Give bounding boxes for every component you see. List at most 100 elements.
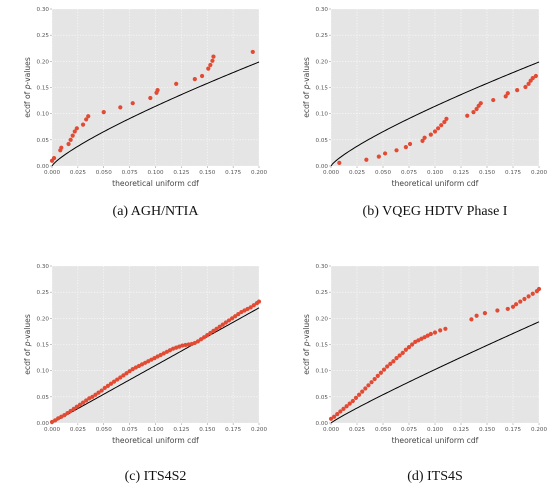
- data-point: [530, 75, 535, 81]
- data-point: [70, 133, 75, 138]
- data-point: [77, 402, 83, 407]
- data-point: [495, 308, 500, 313]
- reference-line-d: [330, 321, 540, 424]
- y-axis-label-part: -values: [302, 314, 311, 341]
- x-tick-label: 0.075: [401, 170, 417, 176]
- data-point: [68, 408, 73, 414]
- data-point: [139, 362, 145, 367]
- data-point: [146, 359, 151, 364]
- data-point: [353, 395, 359, 400]
- data-point: [223, 320, 228, 325]
- x-tick-label: 0.150: [479, 170, 495, 176]
- y-tick-label: 0.00: [37, 421, 50, 427]
- data-point: [206, 66, 211, 71]
- data-point: [93, 392, 98, 397]
- data-point: [406, 345, 412, 350]
- y-tick-label: 0.05: [316, 138, 329, 144]
- data-point: [381, 367, 387, 372]
- data-point: [444, 116, 449, 121]
- y-tick-label: 0.30: [37, 7, 50, 13]
- y-tick-label: 0.05: [37, 395, 50, 401]
- data-point: [152, 356, 157, 361]
- data-point: [199, 73, 205, 79]
- data-point: [474, 313, 479, 318]
- data-point: [214, 326, 219, 331]
- y-axis-label-part: p: [302, 84, 311, 90]
- data-point: [360, 389, 365, 394]
- data-point: [108, 381, 114, 386]
- data-point: [158, 352, 163, 358]
- data-point: [51, 156, 57, 161]
- data-point: [443, 326, 448, 331]
- data-point: [350, 398, 355, 404]
- data-point: [356, 392, 362, 397]
- data-point: [208, 330, 213, 336]
- x-tick-label: 0.050: [96, 170, 112, 176]
- x-tick-label: 0.150: [199, 427, 215, 433]
- data-point: [369, 380, 374, 385]
- data-point: [62, 413, 67, 418]
- data-point: [328, 416, 334, 421]
- data-point: [195, 339, 201, 344]
- data-point: [56, 416, 61, 421]
- data-point: [242, 308, 247, 313]
- data-point: [115, 377, 120, 382]
- x-tick-label: 0.100: [427, 427, 443, 433]
- chart-panel-c: 0.000 0.025 0.050 0.075 0.100 0.125 0.150 0.175…: [23, 264, 267, 484]
- data-point: [202, 335, 207, 340]
- data-point: [522, 296, 527, 302]
- x-tick-label: 0.175: [505, 170, 521, 176]
- chart-panel-b: 0.000 0.025 0.050 0.075 0.100 0.125 0.150 0.175…: [302, 7, 547, 219]
- caption-d: (d) ITS4S: [407, 469, 463, 484]
- data-point: [474, 106, 479, 112]
- x-tick-label: 0.025: [349, 170, 365, 176]
- y-axis-label: ecdf of p-values: [23, 314, 32, 375]
- data-point: [394, 148, 399, 153]
- data-point: [121, 373, 126, 378]
- data-point: [220, 322, 225, 327]
- data-point: [86, 114, 91, 119]
- reference-line-c: [51, 307, 260, 424]
- data-point: [180, 343, 185, 348]
- data-point: [74, 404, 79, 409]
- data-point: [436, 126, 441, 131]
- y-tick-label: 0.10: [316, 112, 329, 118]
- data-point: [101, 109, 106, 115]
- data-point: [514, 302, 519, 307]
- data-point: [251, 303, 256, 308]
- data-point: [148, 95, 153, 101]
- data-point: [136, 363, 142, 369]
- data-point: [192, 340, 197, 346]
- data-point: [59, 145, 64, 150]
- data-point: [229, 316, 235, 321]
- y-axis-label-part: p: [302, 341, 311, 347]
- x-tick-label: 0.125: [173, 427, 189, 433]
- data-point: [118, 375, 123, 380]
- x-tick-label: 0.200: [531, 427, 547, 433]
- data-point: [233, 314, 238, 319]
- y-tick-label: 0.05: [316, 395, 329, 401]
- data-point: [256, 299, 262, 304]
- x-tick-label: 0.100: [427, 170, 443, 176]
- data-point: [65, 410, 70, 416]
- data-point: [510, 304, 516, 309]
- data-point: [72, 129, 77, 134]
- data-point: [208, 62, 213, 68]
- data-point: [491, 97, 496, 103]
- y-tick-label: 0.00: [316, 421, 329, 427]
- y-tick-label: 0.25: [37, 33, 50, 39]
- data-point: [372, 376, 377, 382]
- y-tick-label: 0.15: [316, 86, 329, 92]
- data-point: [183, 342, 188, 348]
- reference-line-b: [330, 61, 540, 167]
- data-point: [391, 359, 396, 364]
- data-point: [438, 328, 443, 333]
- y-tick-label: 0.00: [37, 164, 50, 170]
- data-point: [198, 337, 204, 342]
- y-tick-label: 0.25: [316, 290, 329, 296]
- data-point: [186, 342, 191, 347]
- data-point: [465, 113, 470, 118]
- data-point: [80, 400, 86, 405]
- data-point: [66, 141, 71, 147]
- data-point: [375, 373, 380, 378]
